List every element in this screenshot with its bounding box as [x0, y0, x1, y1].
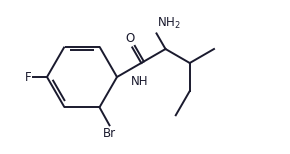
- Text: O: O: [126, 32, 135, 45]
- Text: Br: Br: [103, 127, 116, 140]
- Text: NH: NH: [131, 75, 148, 88]
- Text: NH$_2$: NH$_2$: [157, 16, 181, 31]
- Text: F: F: [26, 71, 32, 83]
